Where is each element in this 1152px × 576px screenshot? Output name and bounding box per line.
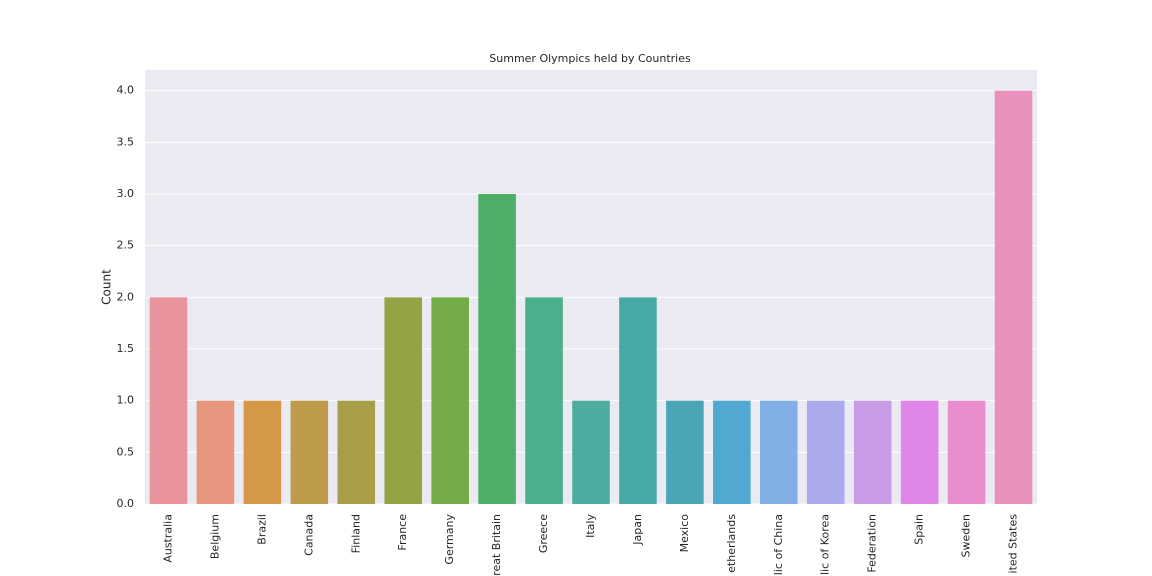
y-tick-label: 2.0	[117, 290, 135, 303]
bar	[806, 400, 845, 504]
bar	[572, 400, 610, 504]
bar	[384, 297, 422, 504]
y-axis-label: Count	[100, 269, 114, 305]
y-tick-label: 0.5	[117, 445, 135, 458]
y-tick-label: 1.0	[117, 394, 135, 407]
x-tick-label: Brazil	[255, 514, 268, 545]
x-tick-label: Canada	[302, 514, 315, 556]
x-tick-label: Federation	[866, 514, 879, 573]
bar	[243, 400, 282, 504]
x-tick-label: Japan	[631, 514, 644, 546]
x-tick-label: lic of China	[772, 514, 785, 575]
chart-title: Summer Olympics held by Countries	[489, 52, 691, 65]
y-tick-label: 2.5	[117, 239, 135, 252]
bar	[900, 400, 939, 504]
x-tick-label: Australia	[161, 514, 174, 563]
bar	[431, 297, 469, 504]
y-tick-label: 1.5	[117, 342, 135, 355]
y-tick-label: 0.0	[117, 497, 135, 510]
bar	[337, 400, 376, 504]
y-tick-label: 3.0	[117, 187, 135, 200]
x-tick-label: Germany	[443, 514, 456, 565]
bar	[478, 194, 516, 504]
bar	[525, 297, 563, 504]
x-tick-label: France	[396, 514, 409, 551]
bar	[196, 400, 235, 504]
y-tick-label: 3.5	[117, 135, 135, 148]
x-tick-label: Mexico	[678, 514, 691, 553]
x-tick-label: reat Britain	[490, 514, 503, 576]
x-tick-label: ited States	[1007, 514, 1020, 574]
x-tick-label: Belgium	[208, 514, 221, 559]
bar	[666, 400, 704, 504]
bar	[760, 400, 798, 504]
x-tick-label: etherlands	[725, 514, 738, 573]
x-tick-label: Sweden	[960, 514, 973, 557]
bar	[290, 400, 329, 504]
bar	[619, 297, 657, 504]
bar	[994, 90, 1033, 505]
x-tick-label: Finland	[349, 514, 362, 553]
x-tick-label: lic of Korea	[819, 514, 832, 575]
x-tick-label: Greece	[537, 514, 550, 553]
x-tick-label: Spain	[913, 514, 926, 545]
bar	[713, 400, 751, 504]
y-tick-label: 4.0	[117, 84, 135, 97]
bar	[853, 400, 892, 504]
x-tick-label: Italy	[584, 514, 597, 538]
bar	[149, 297, 188, 504]
bar	[947, 400, 986, 504]
